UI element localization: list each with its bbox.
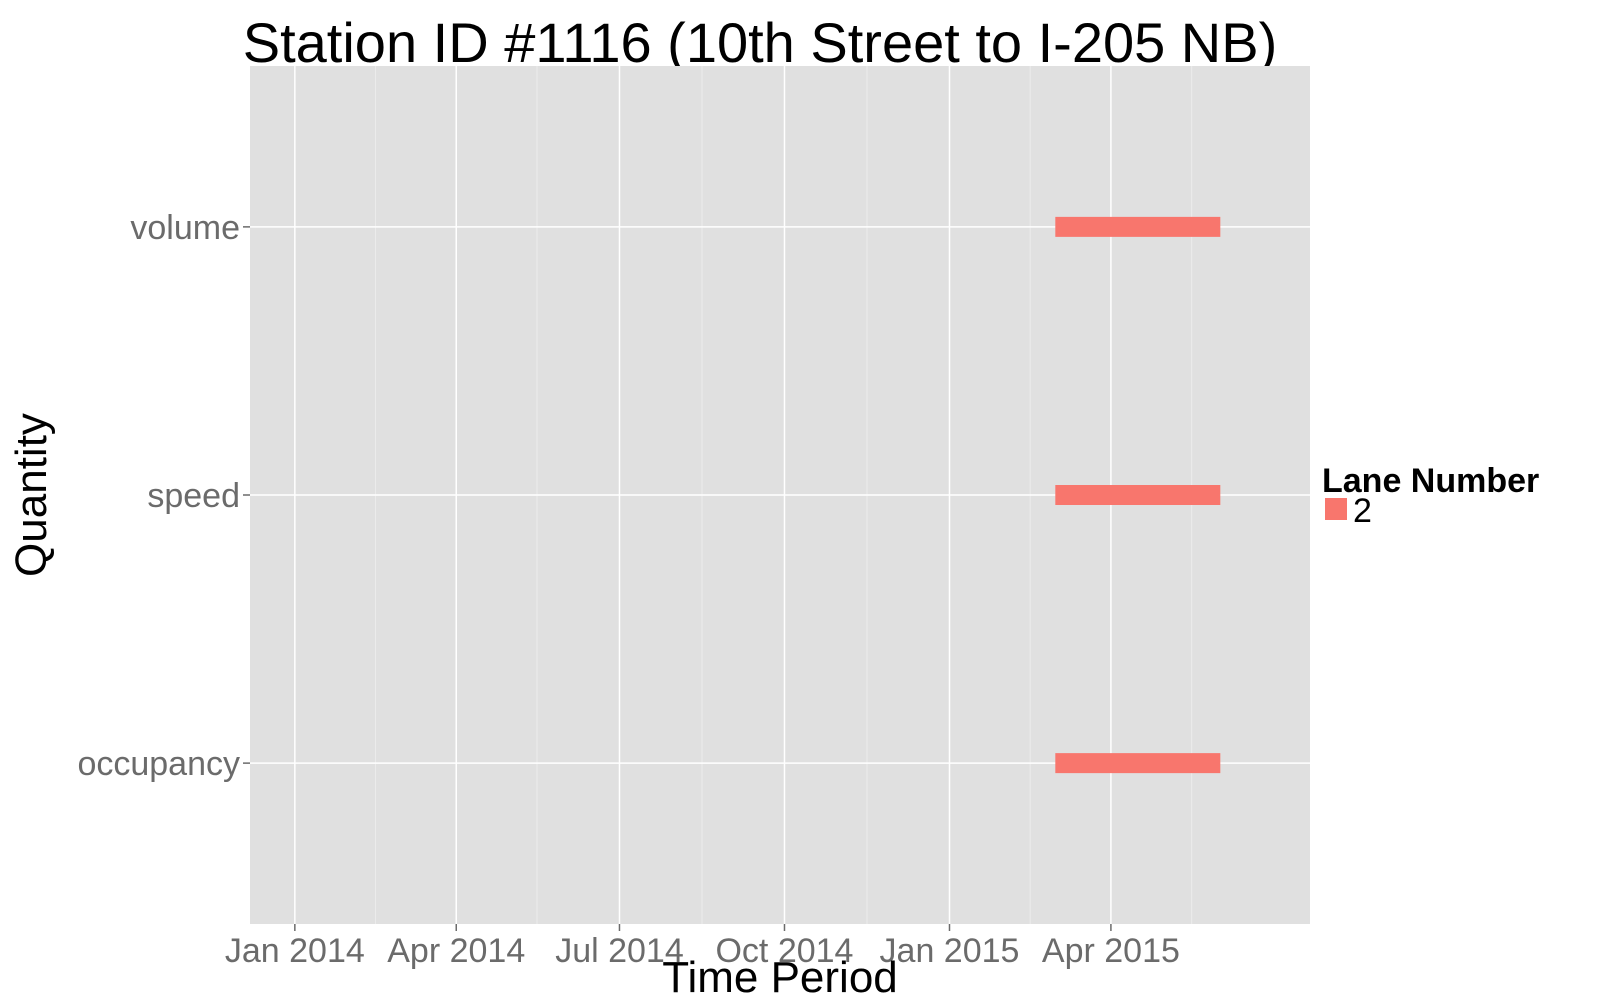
y-tick-label: occupancy — [77, 745, 240, 783]
legend-swatch — [1325, 498, 1347, 520]
x-axis-title: Time Period — [662, 953, 898, 1000]
x-tick-label: Jan 2015 — [880, 932, 1020, 970]
grid-lines — [250, 66, 1310, 924]
y-tick-label: volume — [130, 209, 240, 247]
x-tick-label: Oct 2014 — [715, 932, 853, 970]
x-tick-label: Jul 2014 — [555, 932, 684, 970]
x-tick-label: Jan 2014 — [225, 932, 365, 970]
legend-title: Lane Number — [1322, 462, 1539, 500]
y-axis: occupancy speed volume — [77, 209, 250, 783]
bar-volume — [1055, 216, 1221, 237]
bar-occupancy — [1055, 753, 1221, 774]
chart-title: Station ID #1116 (10th Street to I-205 N… — [243, 11, 1278, 74]
x-tick-label: Apr 2015 — [1042, 932, 1180, 970]
legend-entries: 2 — [1325, 492, 1372, 530]
y-tick-label: speed — [147, 477, 240, 515]
x-tick-label: Apr 2014 — [387, 932, 525, 970]
bar-speed — [1055, 485, 1221, 505]
x-axis: Jan 2014 Apr 2014 Jul 2014 Oct 2014 Jan 2015… — [225, 924, 1180, 970]
y-axis-title: Quantity — [7, 413, 56, 577]
bar-layer — [1055, 216, 1221, 774]
legend-label: 2 — [1353, 492, 1372, 530]
legend: Lane Number 2 — [1322, 462, 1539, 530]
